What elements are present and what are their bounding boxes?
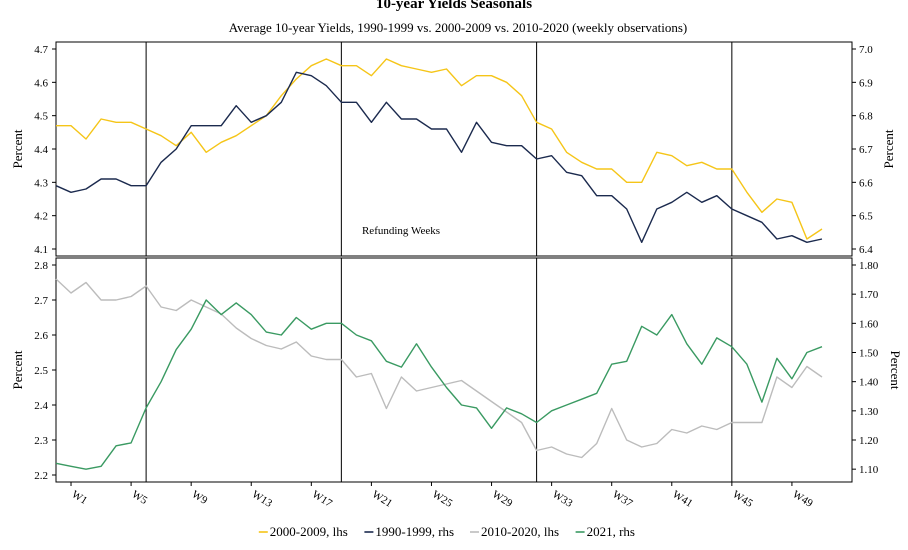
left-tick-label: 4.7: [34, 44, 48, 56]
x-tick-label: W17: [310, 488, 335, 510]
right-tick-label: 6.8: [859, 111, 873, 123]
left-tick-label: 2.4: [34, 400, 48, 412]
legend-label-4: 2021, rhs: [587, 524, 635, 539]
left-tick-label: 4.4: [34, 144, 48, 156]
x-tick-label: W5: [130, 488, 150, 507]
right-tick-label: 1.70: [859, 289, 879, 301]
left-tick-label: 2.5: [34, 365, 48, 377]
left-tick-label: 2.7: [34, 295, 48, 307]
chart-title: 10-year Yields Seasonals: [376, 0, 532, 12]
x-tick-label: W45: [730, 488, 755, 510]
left-tick-label: 4.6: [34, 77, 48, 89]
series-line-2-1: [55, 278, 823, 459]
x-tick-label: W41: [670, 488, 694, 510]
x-tick-label: W1: [69, 488, 89, 507]
x-tick-label: W49: [790, 488, 815, 510]
right-tick-label: 1.80: [859, 260, 879, 272]
right-axis-title: Percent: [888, 351, 903, 390]
legend-label-1: 2000-2009, lhs: [270, 524, 348, 539]
right-tick-label: 7.0: [859, 44, 873, 56]
right-tick-label: 1.50: [859, 348, 879, 360]
x-tick-label: W29: [490, 488, 515, 510]
left-tick-label: 2.8: [34, 260, 48, 272]
right-tick-label: 6.5: [859, 211, 873, 223]
right-tick-label: 6.4: [859, 244, 873, 256]
series-line-1-1: [56, 58, 823, 240]
left-tick-label: 4.2: [34, 211, 48, 223]
refunding-weeks-annotation: Refunding Weeks: [362, 225, 440, 237]
x-tick-label: W33: [550, 488, 575, 510]
right-tick-label: 6.9: [859, 77, 873, 89]
left-axis-title: Percent: [10, 350, 25, 389]
legend-label-2: 1990-1999, rhs: [375, 524, 454, 539]
right-tick-label: 6.7: [859, 144, 873, 156]
right-tick-label: 6.6: [859, 177, 873, 189]
right-tick-label: 1.30: [859, 406, 879, 418]
right-tick-label: 1.10: [859, 464, 879, 476]
left-tick-label: 4.3: [34, 177, 48, 189]
chart-subtitle: Average 10-year Yields, 1990-1999 vs. 20…: [229, 20, 688, 35]
x-tick-label: W9: [190, 488, 210, 507]
x-tick-label: W21: [370, 488, 394, 510]
right-axis-title: Percent: [881, 129, 896, 168]
right-tick-label: 1.40: [859, 377, 879, 389]
plot-layer: 4.1 4.2 4.3 4.4 4.5 4.6 4.7 6.4 6.5 6.6 6.7 6.8 6.9 7…: [10, 41, 903, 510]
panel-frame-2: [55, 257, 853, 483]
left-axis-title: Percent: [10, 129, 25, 168]
series-line-2-2: [55, 299, 823, 470]
x-tick-label: W37: [610, 488, 635, 510]
legend: 2000-2009, lhs 1990-1999, rhs 2010-2020, l…: [258, 524, 635, 539]
x-tick-label: W13: [250, 488, 275, 510]
left-tick-label: 4.5: [34, 111, 48, 123]
right-tick-label: 1.60: [859, 318, 879, 330]
left-tick-label: 4.1: [34, 244, 48, 256]
x-tick-label: W25: [430, 488, 455, 510]
left-tick-label: 2.6: [34, 330, 48, 342]
series-line-1-2: [55, 71, 823, 244]
legend-label-3: 2010-2020, lhs: [481, 524, 559, 539]
left-tick-label: 2.2: [34, 470, 48, 482]
left-tick-label: 2.3: [34, 435, 48, 447]
right-tick-label: 1.20: [859, 435, 879, 447]
